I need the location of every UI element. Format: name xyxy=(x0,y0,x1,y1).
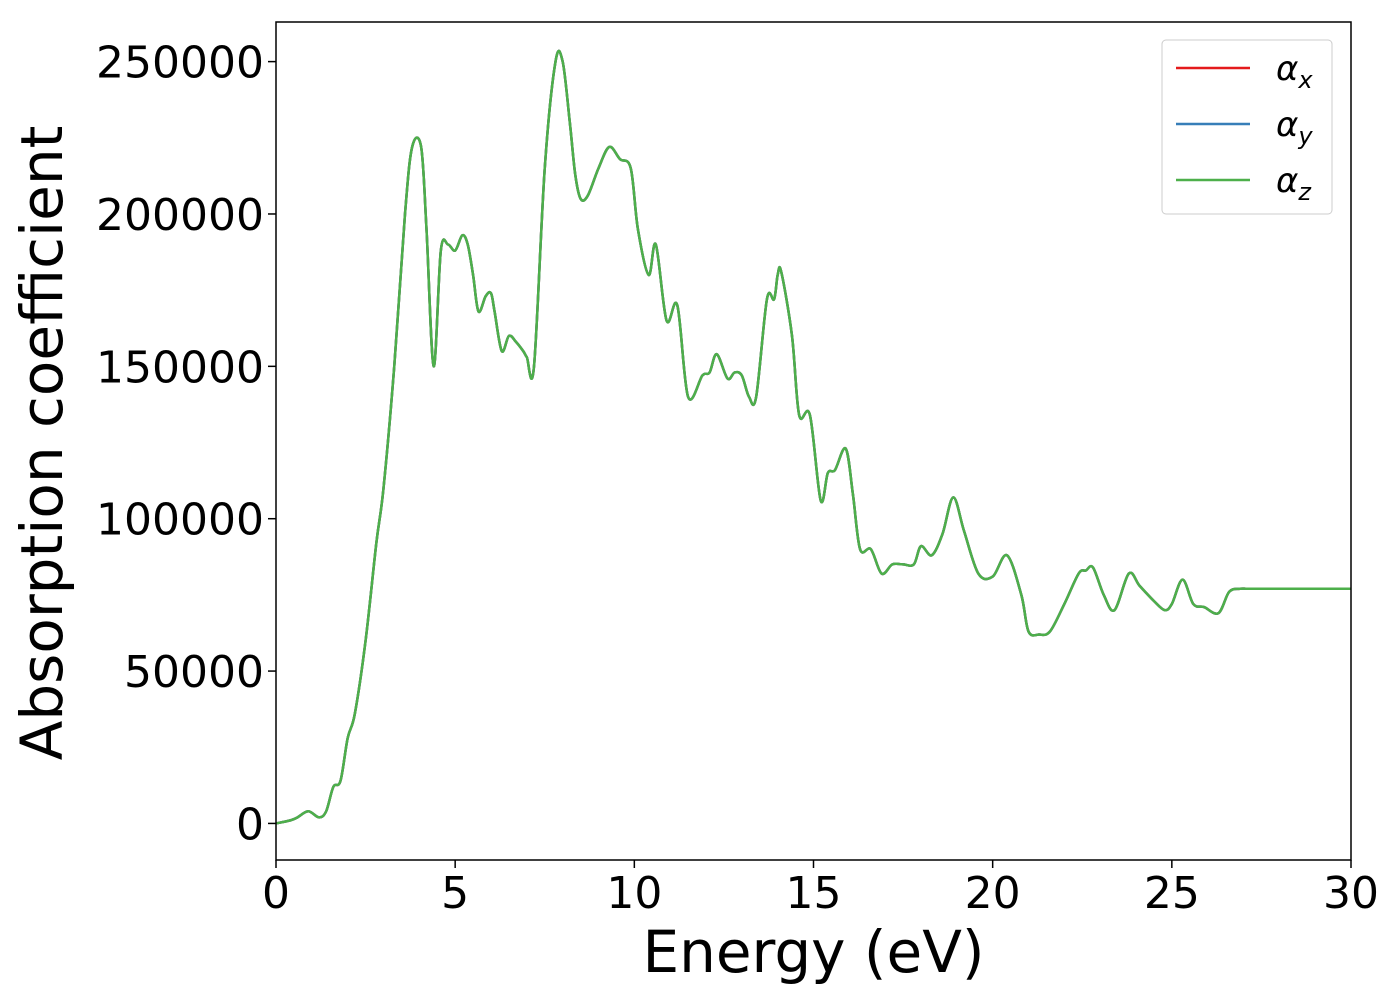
x-tick-label: 25 xyxy=(1144,868,1200,919)
y-axis-title: Absorption coefficient xyxy=(8,126,76,761)
legend-label: αy xyxy=(1276,105,1313,150)
x-tick-label: 15 xyxy=(786,868,842,919)
x-axis-title: Energy (eV) xyxy=(642,918,984,986)
legend-label: αx xyxy=(1276,49,1313,94)
x-tick-label: 5 xyxy=(441,868,469,919)
y-tick-label: 100000 xyxy=(96,495,264,546)
legend: αx αy αz xyxy=(1161,39,1333,215)
legend-label: αz xyxy=(1276,161,1312,206)
y-tick-label: 50000 xyxy=(124,647,264,698)
x-tick-label: 10 xyxy=(606,868,662,919)
x-axis-ticks: 0 5 10 15 20 25 30 xyxy=(262,860,1379,919)
plot-lines xyxy=(276,49,1351,825)
y-tick-label: 200000 xyxy=(96,190,264,241)
x-tick-label: 20 xyxy=(965,868,1021,919)
x-tick-label: 0 xyxy=(262,868,290,919)
x-tick-label: 30 xyxy=(1323,868,1379,919)
y-axis-ticks: 0 50000 100000 150000 200000 250000 xyxy=(96,38,276,850)
legend-box xyxy=(1161,39,1333,215)
y-tick-label: 0 xyxy=(236,799,264,850)
y-tick-label: 250000 xyxy=(96,38,264,89)
series-line-z xyxy=(276,49,1351,825)
y-tick-label: 150000 xyxy=(96,342,264,393)
